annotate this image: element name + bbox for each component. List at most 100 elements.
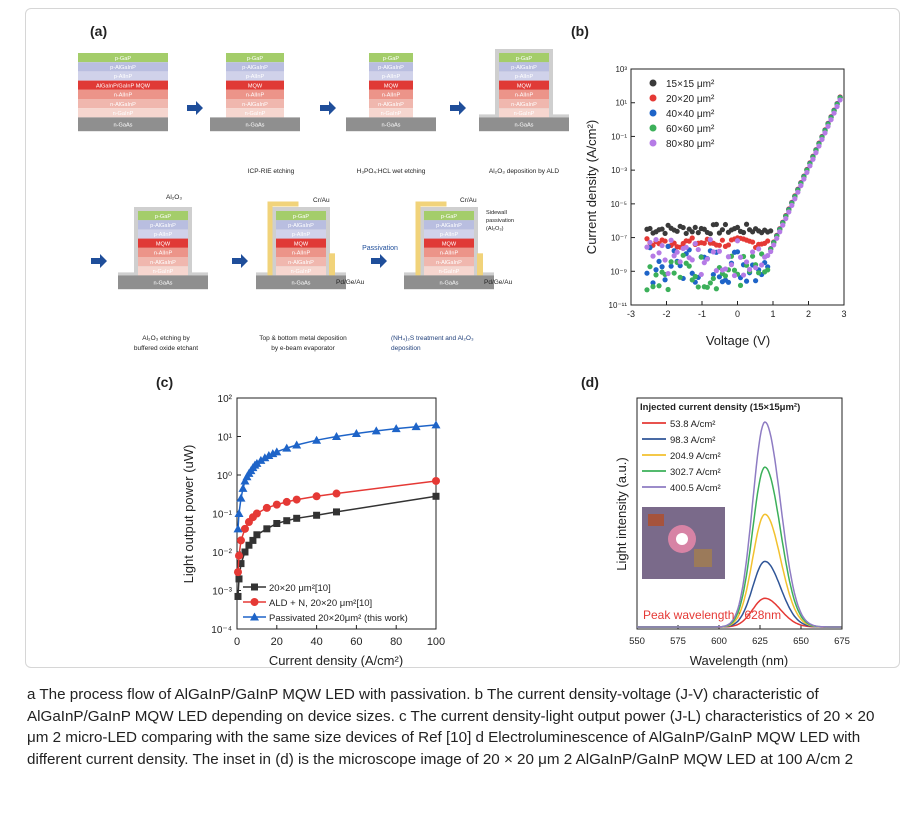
layer-n-AlInP <box>276 247 326 257</box>
legend-label: 20×20 μm²[10] <box>269 583 331 594</box>
y-tick-label: 10⁻⁷ <box>611 234 627 243</box>
layer-label: n-GaInP <box>291 269 312 275</box>
legend-marker <box>250 612 259 621</box>
data-point <box>241 548 249 556</box>
x-tick-label: 0 <box>234 636 240 648</box>
data-point <box>819 136 825 143</box>
y-tick-label: 10⁰ <box>217 471 232 482</box>
layer-n-GaAs <box>118 275 208 290</box>
data-point <box>783 215 789 222</box>
data-point <box>273 519 281 527</box>
layer-AlGaInP/GaInP MQW <box>424 238 474 248</box>
x-tick-label: 3 <box>841 309 846 319</box>
layer-label: MQW <box>248 83 263 89</box>
layer-label: p-AlGaInP <box>150 223 176 229</box>
layer-label: MQW <box>517 83 532 89</box>
data-point <box>282 497 291 506</box>
layer-AlGaInP/GaInP MQW <box>226 80 284 90</box>
x-tick-label: 625 <box>752 636 768 647</box>
layer-n-GaAs <box>346 117 436 132</box>
legend-marker <box>649 79 657 87</box>
panel-label-d: (d) <box>581 374 599 390</box>
y-tick-label: 10⁻¹ <box>212 510 232 521</box>
data-point <box>272 447 282 456</box>
data-point <box>431 420 441 429</box>
data-point <box>701 260 707 266</box>
layer-n-GaInP <box>138 266 188 276</box>
data-point <box>644 244 650 250</box>
data-point <box>707 280 713 286</box>
layer-p-GaP <box>369 53 413 63</box>
x-tick-label: 600 <box>711 636 727 647</box>
data-point <box>692 224 698 231</box>
data-point <box>740 272 747 278</box>
inset-pad-2 <box>694 549 712 567</box>
layer-label: MQW <box>294 241 309 247</box>
layer-n-GaInP <box>499 108 549 118</box>
data-point <box>292 495 301 504</box>
data-point <box>662 238 668 244</box>
data-point <box>743 259 750 265</box>
legend-marker <box>649 124 657 132</box>
data-point <box>245 541 253 549</box>
layer-label: n-AlGaInP <box>436 260 462 266</box>
bottom-metal <box>477 253 483 276</box>
step-label-metal-1: Top & bottom metal deposition <box>259 335 347 342</box>
label-pdgeau-2: Pd/Ge/Au <box>484 279 513 286</box>
y-tick-label: 10¹ <box>218 433 233 444</box>
layer-label: p-AlInP <box>292 232 311 238</box>
data-point <box>719 227 726 233</box>
spectrum-line <box>637 421 842 628</box>
data-point <box>731 272 738 279</box>
layer-label: MQW <box>384 83 399 89</box>
x-tick-label: 100 <box>427 636 445 648</box>
y-tick-label: 10¹ <box>615 99 627 108</box>
data-point <box>734 238 741 244</box>
data-point <box>665 270 671 277</box>
data-point <box>695 284 701 290</box>
stack-boe: p-GaP p-AlGaInP p-AlInP MQW n-AlInP n-AlGaInP… <box>118 207 208 290</box>
x-axis-label: Wavelength (nm) <box>690 653 789 667</box>
top-metal <box>415 201 447 276</box>
layer-label: p-GaP <box>293 214 309 220</box>
data-point <box>283 517 291 525</box>
data-point <box>235 575 243 583</box>
layer-n-AlInP <box>424 247 474 257</box>
data-point <box>677 274 683 280</box>
data-point <box>262 503 271 512</box>
layer-label: p-AlInP <box>246 74 265 80</box>
step-label-boe-2: buffered oxide etchant <box>134 345 198 352</box>
data-point <box>777 229 783 235</box>
layer-label: p-AlGaInP <box>436 223 462 229</box>
data-point <box>795 189 801 195</box>
layer-label: p-AlInP <box>114 74 133 80</box>
layer-label: n-AlInP <box>292 251 311 257</box>
data-point <box>756 246 762 252</box>
layer-label: MQW <box>442 241 457 247</box>
data-point <box>710 271 716 278</box>
layer-label: n-GaAs <box>114 122 133 128</box>
layer-label: n-GaInP <box>245 111 266 117</box>
data-point <box>332 489 341 498</box>
data-point <box>737 254 744 260</box>
layer-label: p-AlGaInP <box>288 223 314 229</box>
flow-arrow <box>232 254 248 268</box>
layer-n-AlGaInP <box>499 99 549 109</box>
layer-label: AlGaInP/GaInP MQW <box>96 83 151 89</box>
panel-label-a: (a) <box>90 23 107 39</box>
data-point <box>312 435 322 444</box>
data-point <box>743 221 750 227</box>
data-point <box>740 229 747 236</box>
legend-label: 302.7 A/cm² <box>670 467 721 478</box>
data-point <box>831 110 837 116</box>
panel-c-jl-chart: (c) 0 20 40 60 80 100 10² 10¹ 10⁰ 10⁻¹ 10⁻² 10⁻³ 10⁻⁴… <box>156 374 445 667</box>
peak-annotation: Peak wavelength : 628nm <box>643 608 781 622</box>
y-axis-label: Current density (A/cm²) <box>584 120 599 254</box>
data-point <box>659 226 665 232</box>
data-point <box>659 264 665 270</box>
data-point <box>786 209 792 215</box>
data-point <box>825 123 831 129</box>
label-passivation: Passivation <box>362 245 398 252</box>
x-tick-label: 40 <box>310 636 322 648</box>
x-tick-label: 1 <box>770 309 775 319</box>
